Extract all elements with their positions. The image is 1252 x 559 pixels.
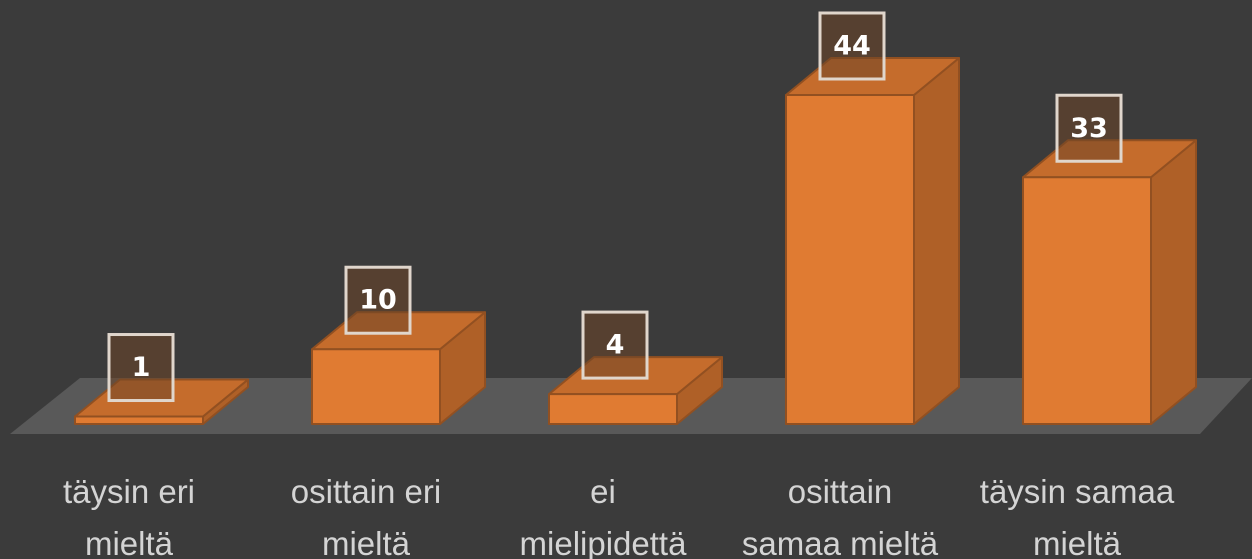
x-tick-label: täysin eri bbox=[63, 473, 195, 510]
value-label: 1 bbox=[132, 352, 151, 383]
bar-side bbox=[913, 57, 960, 425]
x-tick-label: osittain eri bbox=[291, 473, 441, 510]
value-label-box bbox=[818, 11, 886, 81]
x-tick-label: osittain bbox=[788, 473, 893, 510]
x-tick-label: ei bbox=[590, 473, 616, 510]
bar-front bbox=[548, 393, 678, 426]
bar-front bbox=[1022, 176, 1152, 425]
bar-side bbox=[1150, 139, 1197, 425]
value-label-box bbox=[344, 265, 412, 335]
x-tick-label: mieltä bbox=[85, 525, 174, 559]
value-label-box bbox=[107, 333, 175, 403]
bar-front bbox=[785, 94, 915, 425]
x-tick-label: mielipidettä bbox=[520, 525, 688, 559]
x-tick-label: täysin samaa bbox=[980, 473, 1175, 510]
x-tick-label: mieltä bbox=[322, 525, 411, 559]
value-label: 33 bbox=[1070, 113, 1108, 144]
x-tick-label: samaa mieltä bbox=[742, 525, 939, 559]
x-tick-label: mieltä bbox=[1033, 525, 1122, 559]
bar-front bbox=[311, 348, 441, 425]
bar bbox=[1022, 139, 1197, 425]
bar bbox=[785, 57, 960, 425]
value-label-box bbox=[581, 310, 649, 380]
bar-front bbox=[74, 415, 204, 426]
value-label: 10 bbox=[359, 285, 397, 316]
value-label: 4 bbox=[606, 330, 625, 361]
value-label: 44 bbox=[833, 31, 871, 62]
value-label-box bbox=[1055, 93, 1123, 163]
